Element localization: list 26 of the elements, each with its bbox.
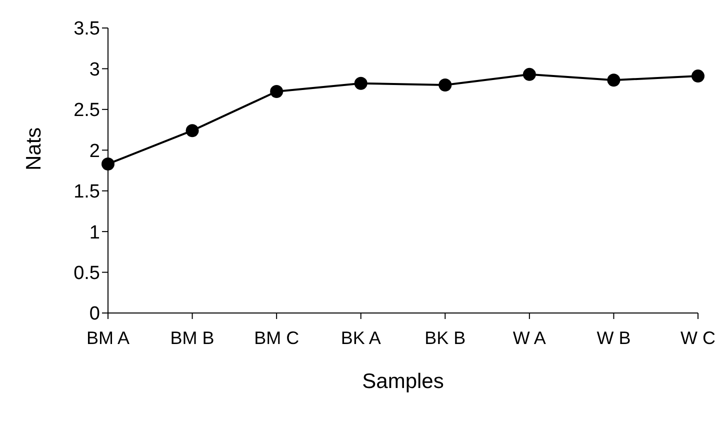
x-tick-label: BK B — [424, 328, 466, 348]
y-tick-label: 0 — [89, 304, 100, 325]
x-tick-label: BM A — [86, 328, 130, 348]
point — [102, 157, 114, 170]
y-tick-label: 1.5 — [74, 182, 100, 203]
x-tick-label: BK A — [340, 328, 381, 348]
x-tick-label: W C — [680, 328, 716, 348]
y-tick-label: 1 — [89, 222, 100, 244]
x-tick-label: W A — [512, 328, 546, 348]
y-tick-label: 3 — [89, 59, 100, 80]
x-axis-title: Samples — [362, 370, 444, 393]
y-tick-label: 3.5 — [74, 18, 100, 40]
point — [607, 74, 620, 87]
point — [354, 76, 368, 90]
y-tick-label: 2.5 — [74, 100, 100, 122]
x-tick-label: BM B — [170, 328, 214, 348]
point — [270, 85, 284, 98]
point — [186, 124, 199, 138]
point — [522, 68, 536, 81]
point — [692, 70, 704, 83]
y-tick-label: 2 — [89, 140, 100, 162]
y-tick-label: 0.5 — [74, 263, 100, 284]
point — [438, 78, 452, 92]
y-axis-title: Nats — [22, 127, 46, 170]
x-tick-label: W B — [596, 328, 631, 348]
x-tick-label: BM C — [254, 328, 300, 348]
